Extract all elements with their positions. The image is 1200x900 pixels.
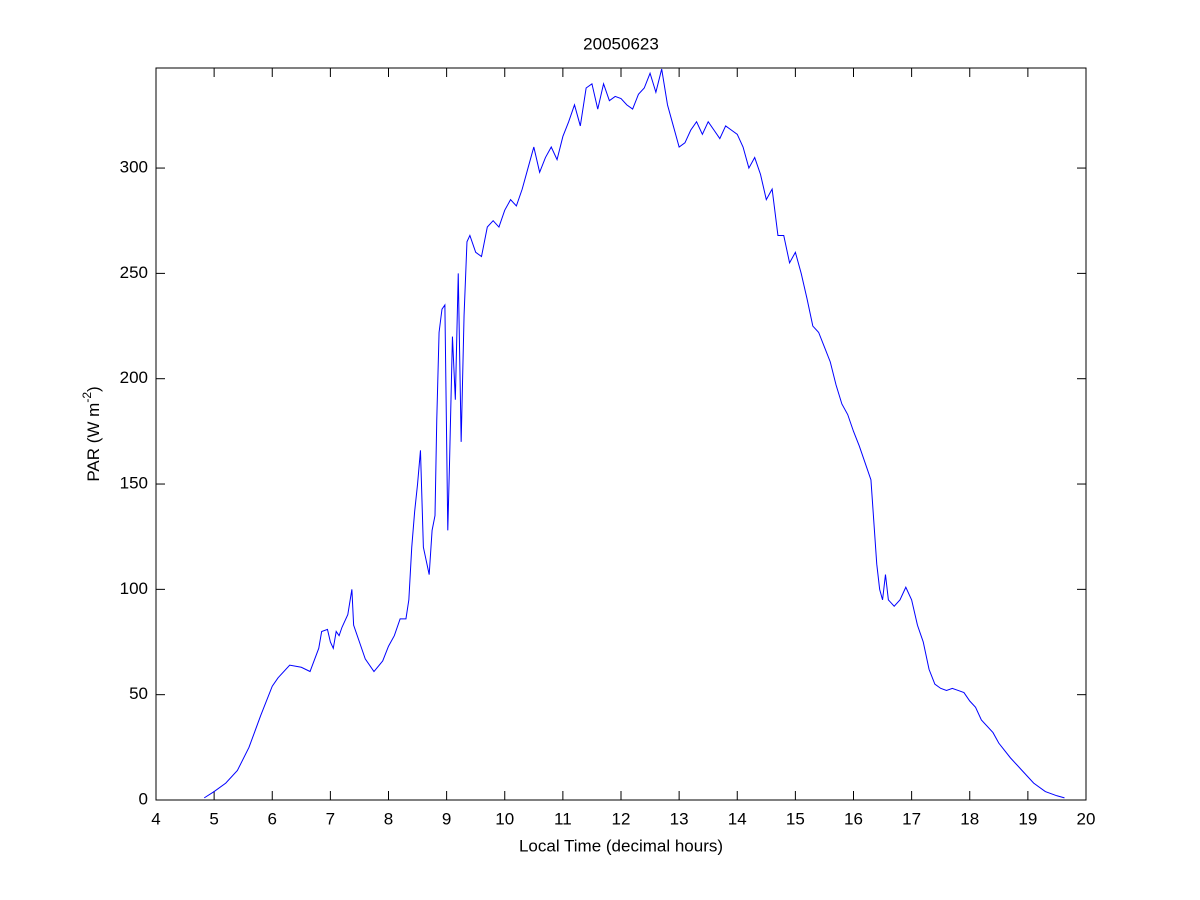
y-label-part: ) (84, 386, 103, 392)
y-tick-label: 150 (120, 474, 148, 493)
x-tick-label: 9 (442, 809, 451, 828)
y-tick-label: 250 (120, 263, 148, 282)
chart-title: 20050623 (583, 34, 659, 53)
x-tick-label: 19 (1018, 809, 1037, 828)
x-tick-label: 16 (844, 809, 863, 828)
x-tick-label: 5 (209, 809, 218, 828)
x-tick-label: 20 (1077, 809, 1096, 828)
x-tick-label: 18 (960, 809, 979, 828)
x-tick-label: 4 (151, 809, 160, 828)
x-tick-label: 7 (326, 809, 335, 828)
x-tick-label: 10 (495, 809, 514, 828)
y-label-part: PAR (W m (84, 403, 103, 482)
y-axis-label: PAR (W m-2) (80, 386, 103, 481)
x-tick-label: 12 (612, 809, 631, 828)
y-tick-label: 300 (120, 158, 148, 177)
plot-frame (155, 67, 1087, 801)
y-label-sup: -2 (80, 392, 94, 403)
x-axis-label: Local Time (decimal hours) (519, 836, 723, 855)
y-tick-label: 200 (120, 368, 148, 387)
x-tick-label: 17 (902, 809, 921, 828)
y-tick-label: 50 (129, 684, 148, 703)
x-tick-label: 8 (384, 809, 393, 828)
x-tick-label: 15 (786, 809, 805, 828)
x-tick-label: 11 (554, 809, 572, 828)
y-tick-label: 100 (120, 579, 148, 598)
y-tick-label: 0 (139, 789, 148, 808)
data-line (203, 68, 1065, 799)
x-tick-label: 14 (728, 809, 747, 828)
x-tick-label: 13 (670, 809, 689, 828)
x-tick-label: 6 (268, 809, 277, 828)
